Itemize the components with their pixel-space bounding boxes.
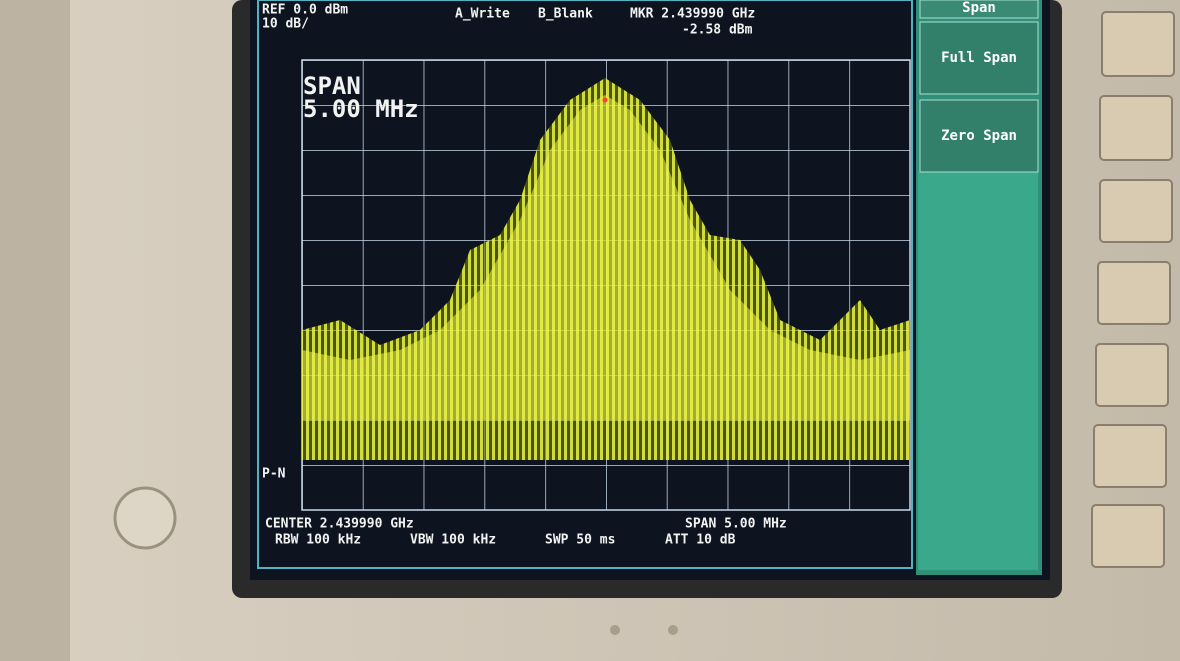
softkey-label: Full Span [941, 50, 1017, 66]
bezel-edge [0, 0, 70, 661]
display-border [257, 0, 913, 569]
softkey-label: Span [962, 0, 996, 16]
ref-level: REF 0.0 dBm [262, 3, 348, 18]
marker [602, 97, 608, 103]
trace-b: B_Blank [538, 7, 593, 22]
button[interactable] [1095, 343, 1169, 407]
button[interactable] [1101, 11, 1175, 77]
button[interactable] [1091, 504, 1165, 568]
span-value: 5.00 MHz [303, 95, 419, 123]
attenuation: ATT 10 dB [665, 533, 736, 548]
marker-level: -2.58 dBm [682, 23, 753, 38]
vbw: VBW 100 kHz [410, 533, 496, 548]
detector: P-N [262, 467, 286, 482]
softkey[interactable] [919, 21, 1039, 95]
softkey[interactable] [919, 99, 1039, 173]
led [610, 625, 620, 635]
span-label: SPAN [303, 72, 361, 100]
marker-freq: MKR 2.439990 GHz [630, 7, 755, 22]
button[interactable] [1097, 261, 1171, 325]
hardware-buttons [1091, 11, 1175, 568]
trace-a: A_Write [455, 7, 510, 22]
scale: 10 dB/ [262, 17, 309, 32]
led [668, 625, 678, 635]
center-freq: CENTER 2.439990 GHz [265, 517, 414, 532]
softkey-blank [918, 172, 1038, 570]
sweep: SWP 50 ms [545, 533, 615, 548]
knob[interactable] [113, 486, 177, 550]
softkey-label: Zero Span [941, 128, 1017, 144]
spectrum-envelope [302, 95, 910, 420]
rbw: RBW 100 kHz [275, 533, 361, 548]
button[interactable] [1099, 95, 1173, 161]
span-freq: SPAN 5.00 MHz [685, 517, 787, 532]
button[interactable] [1093, 424, 1167, 488]
button[interactable] [1099, 179, 1173, 243]
softkey[interactable] [919, 0, 1039, 19]
